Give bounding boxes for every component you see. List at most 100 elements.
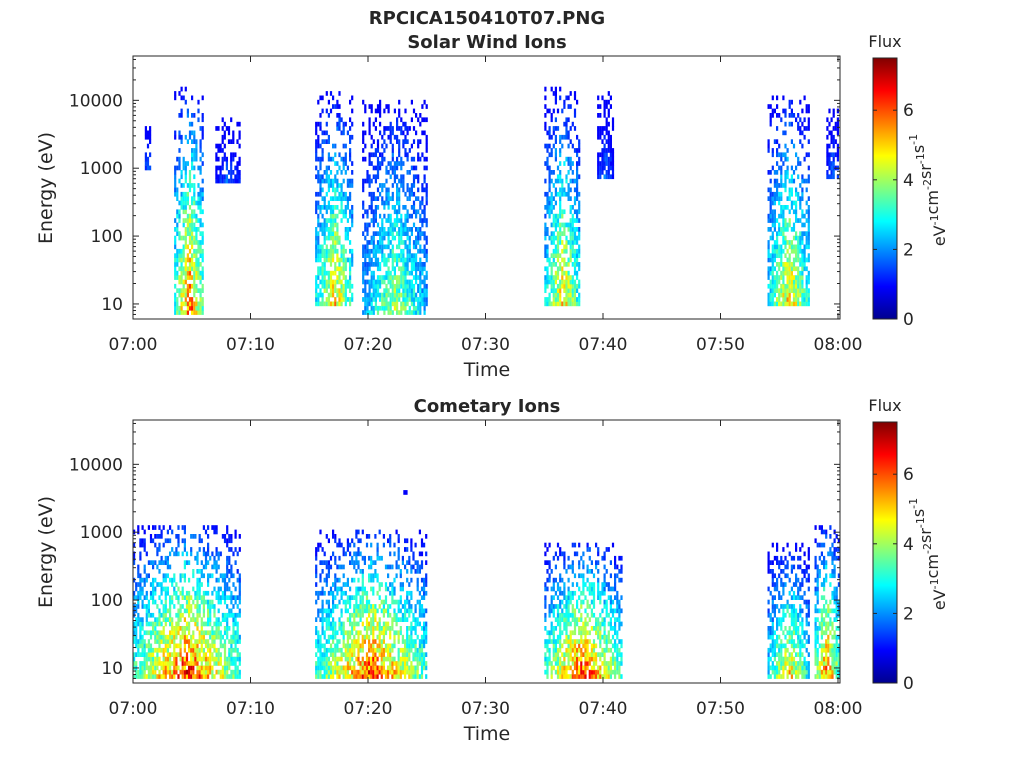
flux-cell-burst-0 [137,652,140,657]
flux-cell-burst-1 [370,564,373,570]
flux-cell-burst-7 [776,152,779,158]
flux-cell-burst-3 [349,248,352,254]
flux-cell-burst-4 [410,279,413,285]
flux-cell-burst-0 [196,621,199,627]
flux-cell-burst-1 [372,656,375,662]
flux-cell-burst-4 [370,161,373,166]
flux-cell-burst-1 [418,564,421,570]
flux-cell-burst-1 [201,187,204,193]
flux-cell-burst-0 [135,604,138,609]
flux-cell-burst-1 [327,599,330,605]
flux-cell-burst-1 [201,240,204,245]
flux-cell-burst-1 [401,652,404,657]
flux-cell-burst-3 [325,288,328,293]
flux-cell-burst-7 [771,165,774,171]
flux-cell-burst-4 [423,205,426,210]
flux-cell-burst-1 [186,222,189,228]
flux-cell-burst-7 [771,301,774,307]
flux-cell-burst-4 [387,257,390,263]
flux-cell-burst-1 [349,599,352,605]
flux-cell-burst-1 [182,253,185,258]
flux-cell-burst-5 [563,104,566,109]
flux-cell-burst-0 [158,630,161,636]
flux-cell-burst-0 [175,665,178,671]
flux-cell-burst-1 [370,542,373,548]
flux-cell-burst-0 [211,564,214,570]
flux-cell-burst-1 [414,569,417,574]
flux-cell-burst-7 [797,196,800,201]
flux-cell-burst-0 [219,630,222,636]
flux-cell-burst-3 [351,283,354,289]
flux-cell-burst-0 [207,608,210,614]
flux-cell-burst-5 [573,257,577,263]
flux-cell-burst-4 [425,139,428,144]
flux-cell-burst-0 [152,674,155,679]
flux-cell-burst-5 [576,191,579,197]
flux-cell-burst-0 [177,534,180,539]
flux-cell-burst-5 [554,95,557,101]
flux-cell-burst-5 [556,240,560,245]
flux-cell-burst-4 [393,205,396,210]
flux-cell-burst-1 [397,555,400,561]
flux-cell-burst-5 [559,191,562,197]
flux-cell-burst-1 [393,551,396,557]
flux-cell-burst-4 [425,117,428,123]
flux-cell-burst-1 [325,617,328,622]
flux-cell-burst-1 [180,183,183,188]
flux-cell-burst-1 [420,626,424,631]
flux-cell-burst-0 [207,551,210,557]
flux-cell-burst-5 [554,253,557,258]
flux-cell-burst-1 [193,191,196,197]
flux-cell-burst-7 [805,240,808,245]
flux-cell-burst-0 [177,626,180,631]
flux-cell-burst-1 [389,634,392,640]
flux-cell-burst-3 [546,577,549,583]
flux-cell-burst-1 [176,222,179,228]
flux-cell-burst-2 [236,170,239,175]
flux-cell-burst-1 [353,669,356,675]
flux-cell-burst-3 [338,117,341,123]
flux-cell-burst-3 [327,231,330,236]
flux-cell-burst-3 [344,170,347,175]
flux-cell-burst-0 [179,639,182,644]
flux-cell-burst-5 [561,183,564,188]
flux-cell-burst-1 [349,634,352,640]
flux-cell-burst-4 [381,248,384,254]
flux-cell-burst-4 [410,191,413,197]
flux-cell-burst-1 [365,604,369,609]
flux-cell-burst-1 [344,608,347,614]
flux-cell-burst-7 [769,178,772,184]
flux-cell-burst-0 [160,647,163,653]
flux-cell-burst-0 [171,639,174,644]
flux-cell-burst-0 [158,525,161,530]
flux-cell-burst-7 [786,227,789,232]
flux-cell-burst-0 [202,547,205,552]
flux-cell-burst-5 [576,240,579,245]
flux-cell-burst-7 [795,213,798,219]
flux-cell-burst-0 [149,643,153,649]
flux-cell-burst-4 [423,165,426,171]
flux-cell-burst-3 [323,139,326,144]
flux-cell-burst-1 [376,647,379,653]
flux-cell-burst-1 [414,652,417,657]
flux-cell-burst-3 [325,235,328,241]
flux-cell-burst-3 [338,266,341,272]
flux-cell-burst-3 [548,573,551,579]
flux-cell-burst-1 [332,617,335,622]
flux-cell-burst-4 [410,187,413,193]
flux-cell-burst-7 [801,297,804,302]
flux-cell-burst-3 [317,170,320,175]
flux-cell-burst-7 [797,297,800,302]
flux-cell-burst-3 [317,178,320,184]
flux-cell-burst-4 [383,183,386,188]
flux-cell-burst-1 [406,595,409,600]
flux-cell-burst-3 [344,297,347,302]
flux-cell-burst-1 [353,608,356,614]
flux-cell-burst-7 [805,244,808,250]
flux-cell-burst-4 [391,130,394,136]
flux-cell-burst-5 [554,222,557,228]
flux-cell-burst-0 [232,612,235,618]
flux-cell-burst-1 [195,288,198,293]
flux-cell-burst-7 [803,288,806,293]
flux-cell-burst-0 [202,551,205,557]
